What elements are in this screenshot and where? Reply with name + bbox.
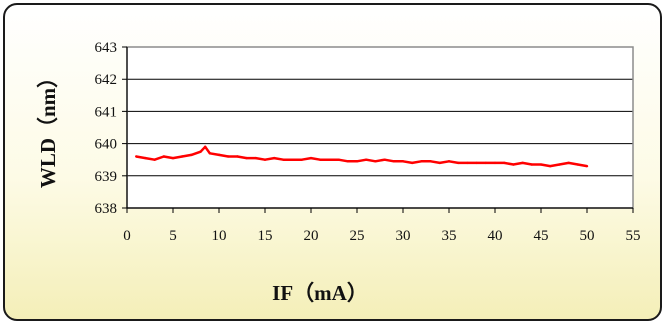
data-point — [291, 158, 294, 161]
data-point — [208, 152, 211, 155]
data-point — [484, 161, 487, 165]
data-point — [512, 163, 515, 166]
data-point — [365, 158, 368, 161]
data-point — [346, 160, 349, 163]
x-tick-label: 55 — [626, 228, 641, 244]
data-point — [245, 156, 248, 160]
x-tick-label: 25 — [350, 228, 365, 244]
data-point — [466, 161, 469, 165]
data-point — [171, 156, 175, 160]
data-point — [328, 158, 331, 161]
x-tick-label: 5 — [169, 228, 177, 244]
data-point — [475, 161, 478, 165]
data-point — [263, 158, 267, 161]
x-tick-label: 0 — [123, 228, 131, 244]
data-point — [383, 158, 386, 161]
plot-background — [127, 47, 633, 208]
data-point — [401, 160, 405, 163]
x-tick-label: 50 — [580, 228, 595, 244]
data-point — [374, 160, 377, 163]
data-point — [438, 161, 441, 165]
data-point — [447, 160, 451, 163]
y-axis-title: WLD（nm） — [36, 67, 60, 188]
y-tick-label: 642 — [95, 72, 118, 88]
data-point — [190, 153, 193, 157]
x-axis-title: IF（mA） — [272, 281, 368, 305]
data-point — [392, 160, 395, 163]
data-point — [567, 161, 570, 165]
data-point — [549, 164, 552, 168]
data-point — [162, 155, 165, 158]
data-point — [199, 150, 202, 153]
chart-area: 638 639 640 641 642 643 0 5 10 15 20 25 30 35 40 45 50 55… — [3, 3, 662, 321]
x-tick-label: 35 — [442, 228, 457, 244]
x-tick-label: 15 — [258, 228, 273, 244]
data-point — [493, 161, 497, 165]
data-point — [530, 163, 533, 166]
data-point — [429, 160, 432, 163]
data-point — [420, 160, 423, 163]
data-point — [254, 156, 257, 160]
x-tick-label: 40 — [488, 228, 503, 244]
y-tick-label: 640 — [95, 137, 118, 153]
x-tick-label: 20 — [304, 228, 319, 244]
x-tick-label: 45 — [534, 228, 549, 244]
data-point — [181, 155, 184, 158]
data-point — [337, 158, 340, 161]
data-point — [144, 156, 147, 160]
y-tick-label: 641 — [95, 104, 118, 120]
data-point — [135, 155, 138, 158]
data-point — [236, 155, 239, 158]
x-tick-label: 30 — [396, 228, 411, 244]
data-point — [282, 158, 285, 161]
y-tick-label: 643 — [95, 40, 118, 56]
x-tick-label: 10 — [212, 228, 227, 244]
line-chart: 638 639 640 641 642 643 0 5 10 15 20 25 30 35 40 45 50 55… — [36, 40, 641, 305]
data-point — [503, 161, 506, 165]
data-point — [585, 164, 589, 168]
data-point — [319, 158, 322, 161]
data-point — [153, 158, 156, 161]
y-tick-label: 639 — [95, 169, 118, 185]
data-point — [539, 163, 543, 166]
data-point — [576, 163, 579, 166]
data-point — [217, 153, 221, 157]
data-point — [204, 145, 207, 149]
data-point — [300, 158, 303, 161]
y-tick-label: 638 — [95, 201, 118, 217]
data-point — [411, 161, 414, 165]
data-point — [521, 161, 524, 165]
data-point — [309, 156, 313, 160]
data-point — [457, 161, 460, 165]
data-point — [227, 155, 230, 158]
data-point — [355, 160, 359, 163]
data-point — [273, 156, 276, 160]
data-point — [558, 163, 561, 166]
